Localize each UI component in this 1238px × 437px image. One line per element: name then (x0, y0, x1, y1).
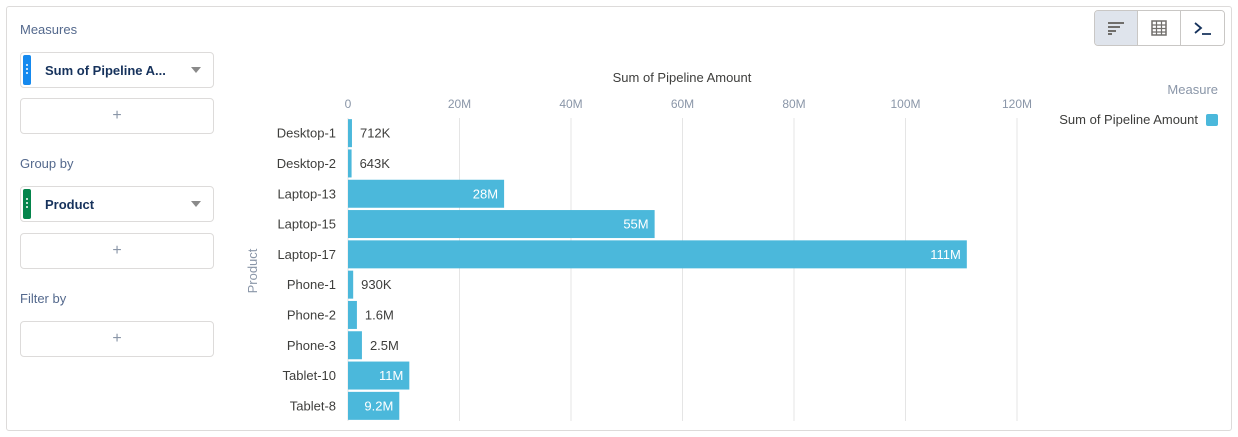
group-pill-label: Product (45, 196, 95, 212)
bar[interactable] (348, 270, 354, 299)
group-by-label: Group by (20, 156, 74, 171)
data-label: 111M (930, 247, 961, 262)
y-tick-label: Laptop-17 (277, 247, 336, 262)
chevron-down-icon[interactable] (191, 67, 201, 73)
add-filter-button[interactable]: + (20, 321, 214, 357)
y-tick-label: Phone-2 (287, 307, 336, 322)
legend-title: Measure (1167, 82, 1218, 97)
table-view-button[interactable] (1138, 11, 1181, 45)
bar[interactable] (348, 179, 505, 208)
data-label: 712K (360, 126, 391, 141)
chart-view-button[interactable] (1095, 11, 1138, 45)
data-label: 930K (361, 277, 392, 292)
bar[interactable] (348, 361, 410, 390)
x-tick-label: 20M (448, 97, 471, 111)
data-label: 28M (473, 186, 498, 201)
chart-title: Sum of Pipeline Amount (613, 70, 752, 85)
drag-handle-icon[interactable] (23, 55, 31, 85)
x-tick-label: 0 (345, 97, 352, 111)
bar[interactable] (348, 119, 352, 148)
x-tick-label: 40M (559, 97, 582, 111)
y-tick-label: Desktop-2 (277, 156, 336, 171)
measure-pill[interactable]: Sum of Pipeline A... (20, 52, 214, 88)
legend-swatch (1206, 113, 1218, 126)
add-group-button[interactable]: + (20, 233, 214, 269)
table-icon (1151, 20, 1167, 36)
legend-item[interactable]: Sum of Pipeline Amount (1059, 112, 1218, 127)
y-tick-label: Laptop-13 (277, 186, 336, 201)
measure-pill-label: Sum of Pipeline A... (45, 62, 166, 78)
data-label: 11M (379, 368, 403, 383)
bar[interactable] (348, 240, 967, 269)
console-icon (1193, 22, 1211, 35)
y-tick-label: Laptop-15 (277, 217, 336, 232)
bar[interactable] (348, 391, 400, 420)
y-tick-label: Phone-3 (287, 338, 336, 353)
data-label: 9.2M (364, 398, 393, 413)
data-label: 643K (360, 156, 391, 171)
x-tick-label: 100M (890, 97, 920, 111)
data-label: 55M (623, 217, 648, 232)
explorer-frame (6, 6, 1232, 431)
bar-chart-icon (1108, 22, 1124, 35)
add-measure-button[interactable]: + (20, 98, 214, 134)
x-tick-label: 60M (671, 97, 694, 111)
drag-handle-icon[interactable] (23, 189, 31, 219)
bar[interactable] (348, 300, 357, 329)
y-tick-label: Desktop-1 (277, 126, 336, 141)
query-view-button[interactable] (1181, 11, 1224, 45)
data-label: 1.6M (365, 307, 394, 322)
y-axis-label: Product (245, 248, 260, 293)
view-toolbar (1094, 10, 1225, 46)
legend-item-label: Sum of Pipeline Amount (1059, 112, 1198, 127)
filter-by-label: Filter by (20, 291, 67, 306)
bar[interactable] (348, 210, 655, 239)
y-tick-label: Tablet-8 (290, 398, 336, 413)
chevron-down-icon[interactable] (191, 201, 201, 207)
x-tick-label: 80M (782, 97, 805, 111)
data-label: 2.5M (370, 338, 399, 353)
bar[interactable] (348, 331, 362, 360)
group-pill[interactable]: Product (20, 186, 214, 222)
bar[interactable] (348, 149, 352, 178)
measures-label: Measures (20, 22, 78, 37)
y-tick-label: Tablet-10 (283, 368, 336, 383)
x-tick-label: 120M (1002, 97, 1032, 111)
y-tick-label: Phone-1 (287, 277, 336, 292)
